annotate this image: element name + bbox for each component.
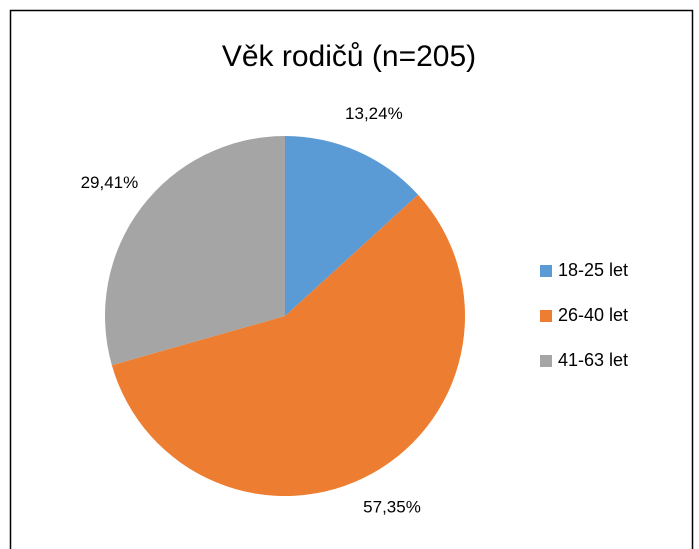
pie-slice [285, 136, 419, 316]
pie-slice [105, 136, 285, 366]
legend-swatch [540, 310, 552, 322]
data-label: 57,35% [363, 498, 421, 517]
pie-slice [111, 194, 466, 497]
legend-label: 18-25 let [558, 260, 628, 280]
data-label: 29,41% [81, 173, 139, 192]
legend-label: 41-63 let [558, 350, 628, 370]
chart-title: Věk rodičů (n=205) [222, 40, 476, 73]
data-label: 13,24% [345, 104, 403, 123]
legend-swatch [540, 355, 552, 367]
legend-swatch [540, 265, 552, 277]
legend-label: 26-40 let [558, 305, 628, 325]
